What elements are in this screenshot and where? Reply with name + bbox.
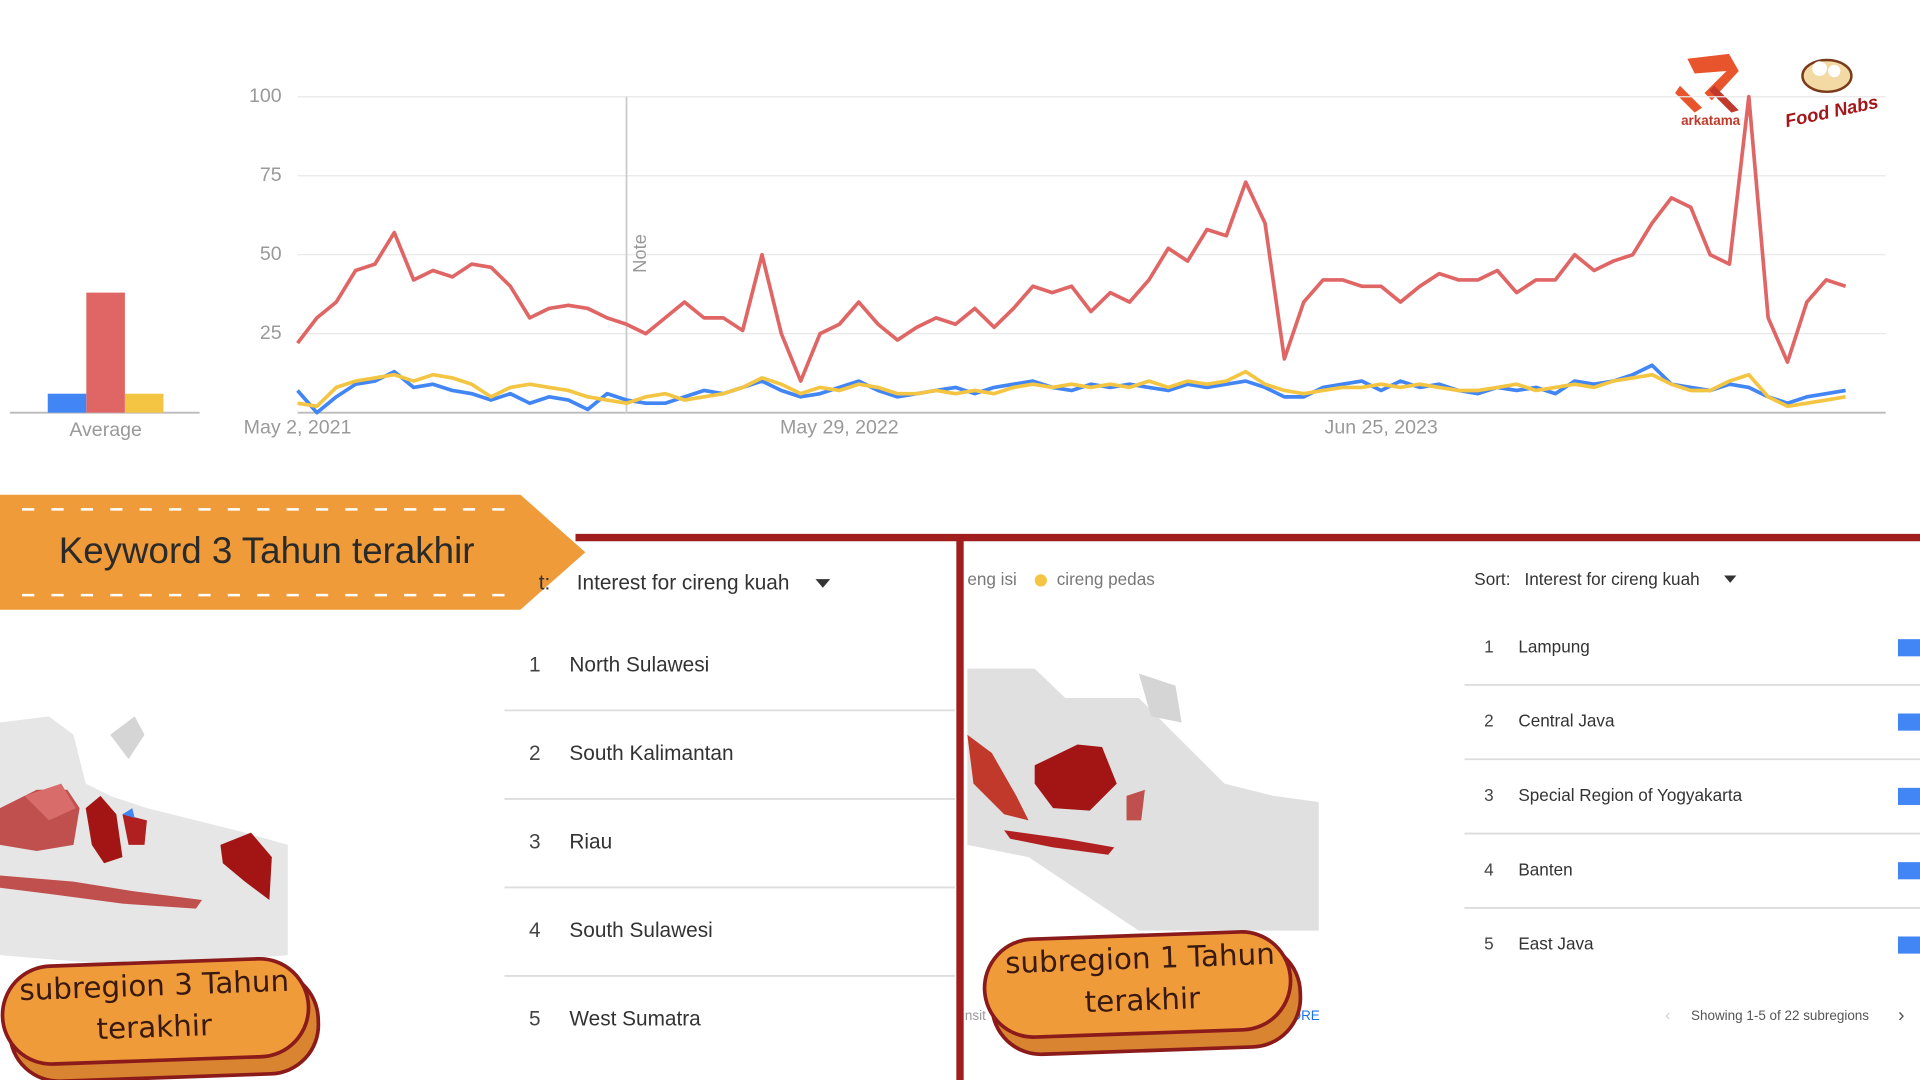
rank: 3: [529, 831, 541, 854]
region-name[interactable]: Lampung: [1518, 636, 1589, 656]
y-tick-label: 25: [260, 322, 282, 344]
pager-text: Showing 1-5 of 22 subregions: [1691, 1008, 1869, 1023]
region-name[interactable]: North Sulawesi: [569, 654, 709, 677]
sort-prefix: Sort:: [1474, 569, 1510, 589]
region-name[interactable]: East Java: [1518, 934, 1594, 954]
arkatama-logo: arkatama: [1675, 53, 1741, 128]
sticker-text: terakhir: [1084, 981, 1202, 1019]
region-name[interactable]: West Sumatra: [569, 1008, 701, 1031]
legend-item: cireng pedas: [1057, 569, 1155, 589]
foodnabs-logo: Food Nabs: [1783, 58, 1880, 131]
series-line: [296, 94, 1847, 383]
dropdown-arrow[interactable]: [815, 579, 831, 588]
series-line: [296, 363, 1846, 415]
x-tick-label: Jun 25, 2023: [1325, 417, 1438, 439]
sticker: subregion 1 Tahun terakhir: [982, 930, 1303, 1057]
bar: [86, 292, 125, 413]
banner: Keyword 3 Tahun terakhir: [0, 494, 586, 610]
rank: 5: [529, 1008, 541, 1031]
trend-chart: 25 50 75 100 May 2, 2021 May 29, 2022 Jun 25, …: [9, 85, 1886, 441]
map-3y: [0, 716, 288, 968]
sort-prefix: t:: [539, 572, 551, 595]
pager-next[interactable]: ›: [1898, 1004, 1905, 1026]
bar: [124, 393, 164, 413]
rank: 5: [1484, 934, 1494, 954]
row-bar: [1897, 787, 1920, 805]
map-1y: [967, 668, 1319, 931]
row-bar: [1897, 713, 1920, 731]
sort-value[interactable]: Interest for cireng kuah: [577, 572, 790, 595]
rank: 1: [1484, 636, 1494, 656]
rank: 1: [529, 654, 541, 677]
rank: 2: [529, 742, 541, 765]
banner-text: Keyword 3 Tahun terakhir: [59, 530, 475, 571]
y-tick-label: 100: [249, 85, 282, 107]
legend-dot: [1034, 574, 1047, 587]
logo-text: arkatama: [1681, 113, 1741, 128]
region-name[interactable]: Central Java: [1518, 711, 1615, 731]
series-line: [297, 369, 1846, 409]
row-bar: [1897, 936, 1920, 954]
bar: [47, 393, 87, 413]
rank: 4: [529, 919, 541, 942]
sticker: subregion 3 Tahun terakhir: [0, 956, 321, 1080]
region-name[interactable]: Riau: [569, 831, 612, 854]
rank: 4: [1484, 859, 1494, 879]
dropdown-arrow[interactable]: [1724, 575, 1737, 583]
region-list: t: Interest for cireng kuah 1 North Sulaw…: [504, 572, 956, 1031]
y-tick-label: 75: [260, 164, 282, 186]
pager-prev[interactable]: ‹: [1665, 1008, 1670, 1024]
x-tick-label: May 29, 2022: [780, 417, 899, 439]
region-name[interactable]: Banten: [1518, 859, 1572, 879]
region-name[interactable]: South Sulawesi: [569, 919, 712, 942]
legend-item: eng isi: [967, 569, 1017, 589]
rank: 2: [1484, 711, 1494, 731]
row-bar: [1897, 862, 1920, 880]
annotation-text: Note: [629, 234, 650, 273]
y-tick-label: 50: [260, 243, 282, 265]
x-tick-label: Average: [69, 419, 142, 441]
row-bar: [1897, 639, 1920, 657]
fragment: nsit: [965, 1008, 986, 1023]
sort-value[interactable]: Interest for cireng kuah: [1524, 569, 1699, 589]
sticker-text: terakhir: [96, 1008, 214, 1046]
region-name[interactable]: South Kalimantan: [569, 742, 733, 765]
region-name[interactable]: Special Region of Yogyakarta: [1518, 785, 1742, 805]
region-list: eng isi cireng pedas Sort: Interest for …: [965, 569, 1920, 1026]
x-tick-label: May 2, 2021: [244, 417, 352, 439]
rank: 3: [1484, 785, 1494, 805]
